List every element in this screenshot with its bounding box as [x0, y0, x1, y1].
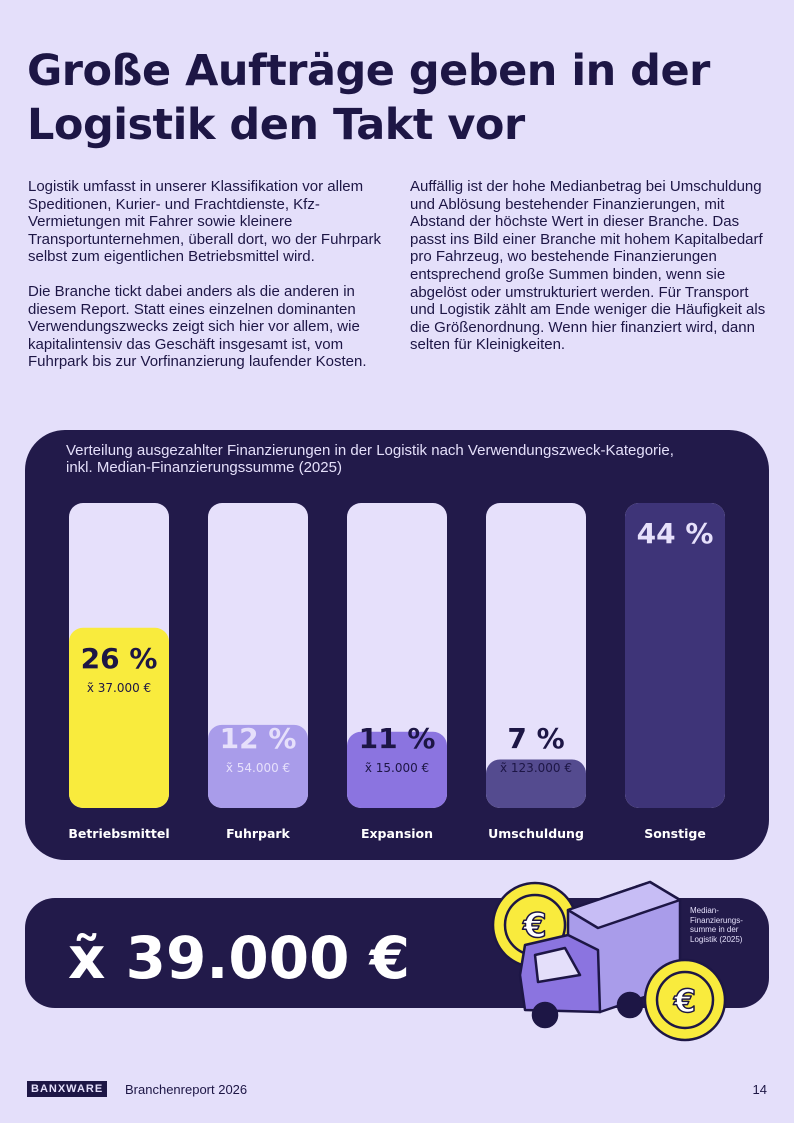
chart: Verteilung ausgezahlter Finanzierungen i… — [25, 430, 769, 1042]
x-tick-label: Betriebsmittel — [68, 826, 169, 841]
column-background — [486, 503, 586, 808]
value-label: 44 % — [637, 517, 714, 550]
x-tick-label: Fuhrpark — [226, 826, 290, 841]
bar — [208, 724, 308, 808]
right-column: Auffällig ist der hohe Medianbetrag bei … — [410, 178, 775, 371]
bar — [486, 759, 586, 808]
report-name: Branchenreport 2026 — [125, 1082, 248, 1097]
chart-title-box: Verteilung ausgezahlter Finanzierungen i… — [66, 442, 674, 476]
bar — [625, 503, 725, 808]
left-column: Logistik umfasst in unserer Klassifikati… — [28, 178, 393, 388]
chart-title: Verteilung ausgezahlter Finanzierungen i… — [66, 442, 674, 476]
summary-caption-box: Median-Finanzierungs-summe in der Logist… — [690, 906, 743, 944]
value-label: 12 % — [220, 722, 297, 755]
bar — [347, 731, 447, 808]
truck-illustration: € € — [491, 880, 727, 1042]
paragraph: Logistik umfasst in unserer Klassifikati… — [28, 178, 381, 266]
paragraph: Auffällig ist der hohe Medianbetrag bei … — [410, 178, 766, 354]
value-label: 11 % — [359, 722, 436, 755]
value-label: 7 % — [507, 722, 564, 755]
median-label: x̃ 15.000 € — [365, 761, 429, 775]
page-title: Große Aufträge geben in der Logistik den… — [27, 46, 710, 150]
paragraph: Die Branche tickt dabei anders als die a… — [28, 282, 367, 371]
page-number: 14 — [752, 1082, 767, 1097]
summary-caption: Median-Finanzierungs-summe in der Logist… — [690, 906, 743, 944]
logo: BANXWARE — [27, 1081, 108, 1097]
bar — [69, 627, 169, 808]
svg-text:€: € — [673, 982, 696, 1020]
x-tick-label: Sonstige — [644, 826, 706, 841]
median-label: x̃ 37.000 € — [87, 681, 151, 695]
footer: BANXWARE Branchenreport 2026 14 — [27, 1081, 767, 1101]
x-tick-label: Umschuldung — [488, 826, 584, 841]
bars: 26 % x̃ 37.000 € Betriebsmittel 12 % x̃ 54.0… — [68, 503, 725, 841]
median-label: x̃ 54.000 € — [226, 761, 290, 775]
value-label: 26 % — [81, 642, 158, 675]
x-tick-label: Expansion — [361, 826, 433, 841]
median-label: x̃ 123.000 € — [500, 761, 572, 775]
summary-value: x̃ 39.000 € — [68, 924, 410, 992]
